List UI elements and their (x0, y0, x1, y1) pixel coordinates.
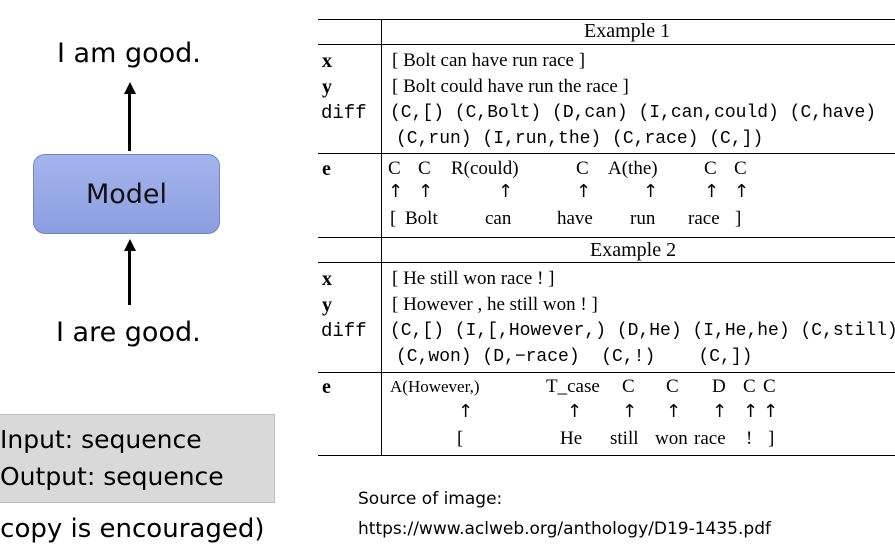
table-bottom-rule (318, 455, 895, 456)
source-token: He (560, 428, 583, 449)
table-rule (318, 237, 895, 238)
source-token: race (694, 428, 726, 449)
source-token: ] (768, 428, 775, 449)
edit-tag: C (622, 376, 635, 397)
edit-tag: C (743, 376, 756, 397)
table-top-rule (318, 19, 895, 20)
example2-x-value: [ He still won race ! ] (392, 268, 555, 289)
up-arrow-icon: ↑ (622, 401, 638, 422)
table-rule (318, 44, 895, 45)
source-token: ] (735, 208, 742, 229)
source-token: [ (390, 208, 397, 229)
example2-x-label: x (322, 268, 332, 290)
source-token: still (610, 428, 639, 449)
example2-y-label: y (322, 294, 332, 316)
up-arrow-icon: ↑ (666, 401, 682, 422)
example1-diff-label: diff (321, 102, 367, 124)
source-token: [ (457, 428, 464, 449)
table-rule (318, 262, 895, 263)
model-box: Model (33, 154, 220, 234)
example2-e-label: e (322, 376, 331, 398)
source-token: run (630, 208, 656, 229)
example2-diff-line1: (C,[) (I,[,However,) (D,He) (I,He,he) (C… (390, 321, 895, 341)
table-column-divider (381, 19, 382, 455)
up-arrow-icon: ↑ (643, 181, 659, 202)
example2-y-value: [ However , he still won ! ] (392, 294, 598, 315)
up-arrow-icon: ↑ (763, 401, 779, 422)
example2-title: Example 2 (590, 239, 677, 261)
up-arrow-icon: ↑ (418, 181, 434, 202)
example1-diff-line2: (C,run) (I,run,the) (C,race) (C,]) (396, 129, 764, 149)
source-token: race (688, 208, 720, 229)
source-label: Source of image: (358, 489, 503, 509)
example1-x-value: [ Bolt can have run race ] (392, 50, 586, 71)
io-input-line: Input: sequence (0, 425, 202, 454)
up-arrow-icon: ↑ (576, 181, 592, 202)
output-sentence: I am good. (57, 38, 201, 69)
up-arrow-icon: ↑ (388, 181, 404, 202)
source-token: have (557, 208, 593, 229)
edit-tag: C (763, 376, 776, 397)
up-arrow-icon: ↑ (567, 401, 583, 422)
example1-y-label: y (322, 76, 332, 98)
up-arrow-icon: ↑ (743, 401, 759, 422)
table-rule (318, 153, 895, 154)
io-output-line: Output: sequence (0, 462, 224, 491)
edit-tag: C (418, 158, 431, 179)
example1-title: Example 1 (584, 20, 671, 42)
example1-y-value: [ Bolt could have run the race ] (392, 76, 629, 97)
up-arrow-icon: ↑ (712, 401, 728, 422)
edit-tag: A(However,) (390, 377, 480, 396)
edit-tag: C (388, 158, 401, 179)
table-rule (318, 372, 895, 373)
input-sentence: I are good. (56, 317, 201, 348)
edit-tag: R(could) (451, 158, 519, 179)
source-token: can (485, 208, 512, 229)
edit-tag: D (712, 376, 726, 397)
copy-note: (copy is encouraged) (0, 514, 265, 544)
example2-diff-line2: (C,won) (D,−race) (C,!) (C,]) (396, 347, 753, 367)
up-arrow-icon: ↑ (458, 401, 474, 422)
edit-tag: C (704, 158, 717, 179)
up-arrow-icon: ↑ (498, 181, 514, 202)
example1-diff-line1: (C,[) (C,Bolt) (D,can) (I,can,could) (C,… (390, 103, 877, 123)
io-summary-box (0, 414, 275, 503)
edit-tag: A(the) (608, 158, 658, 179)
edit-tag: C (734, 158, 747, 179)
example1-x-label: x (322, 50, 332, 72)
edit-tag: C (666, 376, 679, 397)
source-url: https://www.aclweb.org/anthology/D19-143… (358, 519, 771, 539)
source-token: ! (746, 428, 753, 449)
model-label: Model (85, 178, 168, 210)
example2-diff-label: diff (321, 320, 367, 342)
source-token: won (655, 428, 688, 449)
example1-e-label: e (322, 158, 331, 180)
edit-tag: C (576, 158, 589, 179)
up-arrow-icon: ↑ (734, 181, 750, 202)
source-token: Bolt (405, 208, 438, 229)
up-arrow-icon: ↑ (704, 181, 720, 202)
edit-tag: T_case (546, 376, 600, 397)
